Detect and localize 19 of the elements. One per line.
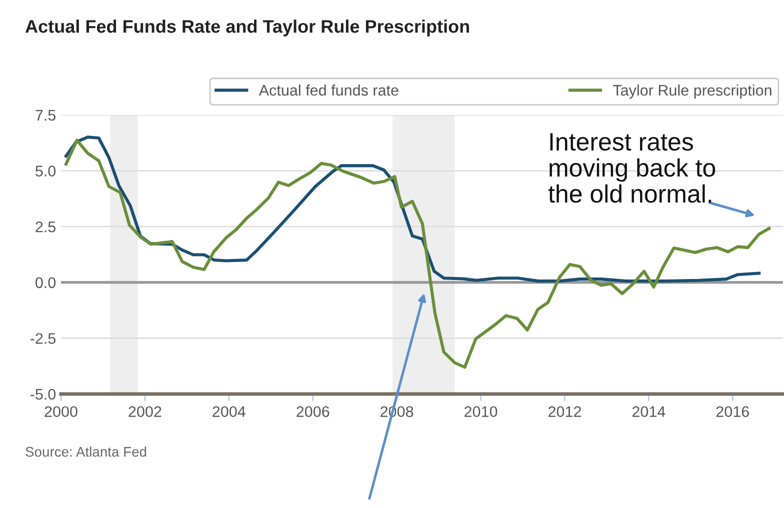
x-tick-label: 2010 (464, 406, 498, 418)
y-tick-label: 0.0 (36, 277, 56, 288)
x-tick-label: 2000 (44, 406, 78, 418)
x-tick-label: 2014 (632, 406, 666, 418)
annotation: Interest rates moving back to the old normal. (548, 133, 716, 203)
y-tick-label: 7.5 (36, 110, 56, 121)
chart-title: Actual Fed Funds Rate and Taylor Rule Prescription (25, 20, 469, 36)
x-tick-label: 2016 (716, 406, 749, 418)
x-tick-label: 2012 (548, 406, 581, 418)
x-tick-label: 2002 (128, 406, 162, 418)
source-note: Source: Atlanta Fed (26, 446, 146, 457)
legend-label: Taylor Rule prescription (613, 84, 772, 99)
y-tick-label: 2.5 (36, 221, 56, 232)
legend-label: Actual fed funds rate (258, 84, 398, 96)
x-tick-label: 2004 (212, 406, 246, 418)
y-tick-label: -2.5 (30, 333, 56, 344)
y-tick-label: -5.0 (30, 388, 56, 400)
y-tick-label: 5.0 (36, 166, 56, 176)
x-tick-label: 2006 (296, 406, 330, 418)
